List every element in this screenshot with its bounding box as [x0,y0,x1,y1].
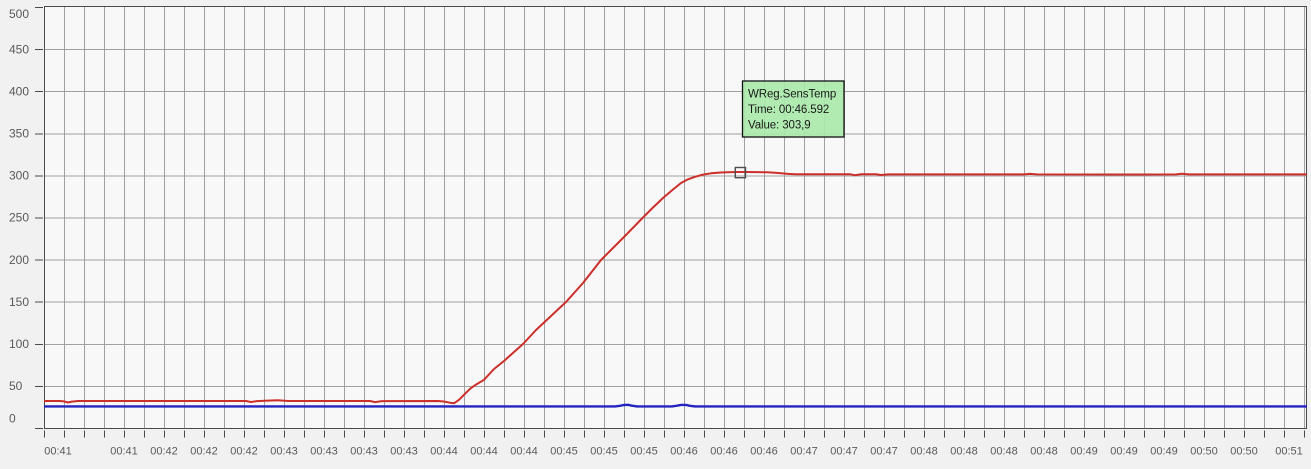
svg-text:00:43: 00:43 [270,446,298,458]
svg-text:200: 200 [9,253,29,267]
svg-text:300: 300 [9,169,29,183]
svg-text:500: 500 [9,7,29,21]
svg-text:50: 50 [9,379,23,393]
svg-text:00:44: 00:44 [510,446,538,458]
svg-text:00:45: 00:45 [590,446,618,458]
svg-text:00:42: 00:42 [190,446,218,458]
svg-text:00:46: 00:46 [750,446,778,458]
svg-text:00:42: 00:42 [150,446,178,458]
svg-text:00:45: 00:45 [550,446,578,458]
svg-text:00:48: 00:48 [950,446,978,458]
svg-text:00:48: 00:48 [1030,446,1058,458]
svg-text:00:48: 00:48 [990,446,1018,458]
svg-text:WReg.SensTemp: WReg.SensTemp [748,89,836,101]
svg-text:00:46: 00:46 [670,446,698,458]
svg-text:00:46: 00:46 [710,446,738,458]
svg-text:00:41: 00:41 [110,446,138,458]
svg-text:400: 400 [9,84,29,98]
svg-text:00:50: 00:50 [1190,446,1218,458]
svg-text:00:47: 00:47 [790,446,818,458]
svg-text:0: 0 [9,412,16,426]
svg-text:00:47: 00:47 [830,446,858,458]
svg-text:Time: 00:46.592: Time: 00:46.592 [748,104,829,116]
svg-text:00:48: 00:48 [910,446,938,458]
svg-text:00:42: 00:42 [230,446,258,458]
svg-text:150: 150 [9,295,29,309]
svg-text:00:43: 00:43 [310,446,338,458]
svg-text:100: 100 [9,337,29,351]
svg-text:00:43: 00:43 [350,446,378,458]
svg-text:00:44: 00:44 [470,446,498,458]
svg-text:00:49: 00:49 [1150,446,1178,458]
svg-text:00:51: 00:51 [1275,446,1303,458]
svg-text:00:43: 00:43 [390,446,418,458]
svg-text:00:49: 00:49 [1070,446,1098,458]
svg-text:00:50: 00:50 [1230,446,1258,458]
svg-text:00:45: 00:45 [630,446,658,458]
svg-text:00:47: 00:47 [870,446,898,458]
svg-text:Value: 303,9: Value: 303,9 [748,120,811,132]
svg-text:00:49: 00:49 [1110,446,1138,458]
svg-text:00:44: 00:44 [430,446,458,458]
svg-text:250: 250 [9,211,29,225]
svg-text:350: 350 [9,127,29,141]
svg-text:00:41: 00:41 [44,446,72,458]
svg-text:450: 450 [9,42,29,56]
